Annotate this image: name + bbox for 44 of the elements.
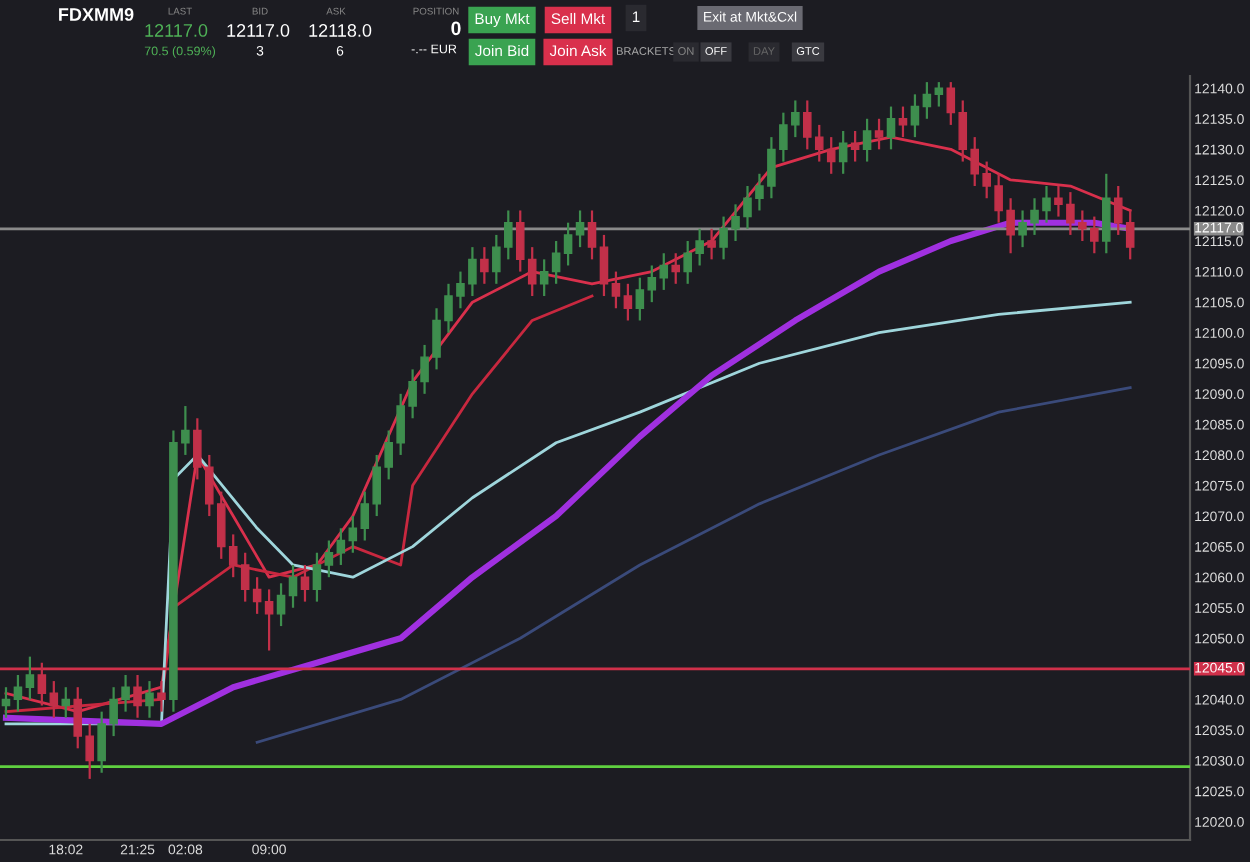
candlestick bbox=[551, 239, 561, 285]
text: 0 bbox=[451, 21, 461, 36]
candlestick bbox=[1101, 172, 1111, 255]
candlestick bbox=[300, 563, 310, 603]
text: 12118.0 bbox=[309, 24, 372, 37]
candlestick bbox=[25, 655, 35, 701]
candlestick bbox=[635, 276, 645, 322]
candlestick bbox=[480, 246, 489, 285]
candlestick bbox=[312, 551, 322, 603]
candlestick bbox=[886, 105, 896, 151]
candlestick bbox=[336, 527, 346, 567]
candlestick bbox=[13, 673, 23, 713]
text: FDXMM9 bbox=[59, 8, 134, 21]
candlestick bbox=[587, 209, 597, 261]
candlestick bbox=[922, 81, 932, 120]
candlestick bbox=[240, 551, 250, 603]
candlestick bbox=[898, 105, 908, 139]
text: 12117.0 bbox=[145, 24, 208, 37]
candlestick bbox=[563, 221, 573, 267]
candlestick bbox=[288, 563, 298, 609]
candlestick bbox=[1, 686, 11, 719]
candlestick bbox=[61, 686, 71, 719]
candlestick bbox=[611, 270, 621, 310]
candlestick bbox=[874, 117, 884, 151]
candlestick bbox=[850, 129, 860, 163]
candlestick bbox=[539, 258, 549, 298]
candlestick bbox=[934, 81, 944, 108]
candlestick bbox=[671, 252, 681, 285]
candlestick bbox=[862, 117, 872, 163]
line-series bbox=[255, 386, 1132, 744]
candlestick bbox=[838, 129, 848, 175]
line-series bbox=[4, 300, 1132, 726]
candlestick bbox=[599, 233, 609, 298]
candlestick bbox=[145, 679, 154, 719]
candlestick bbox=[264, 588, 274, 652]
text: 12117.0 bbox=[227, 24, 290, 37]
candlestick bbox=[707, 227, 716, 261]
candlestick bbox=[276, 582, 286, 628]
candlestick bbox=[910, 93, 920, 139]
candlestick bbox=[324, 539, 334, 579]
candlestick bbox=[252, 576, 262, 615]
candlestick bbox=[37, 661, 47, 707]
candlestick bbox=[623, 282, 633, 322]
candlestick bbox=[575, 209, 585, 249]
